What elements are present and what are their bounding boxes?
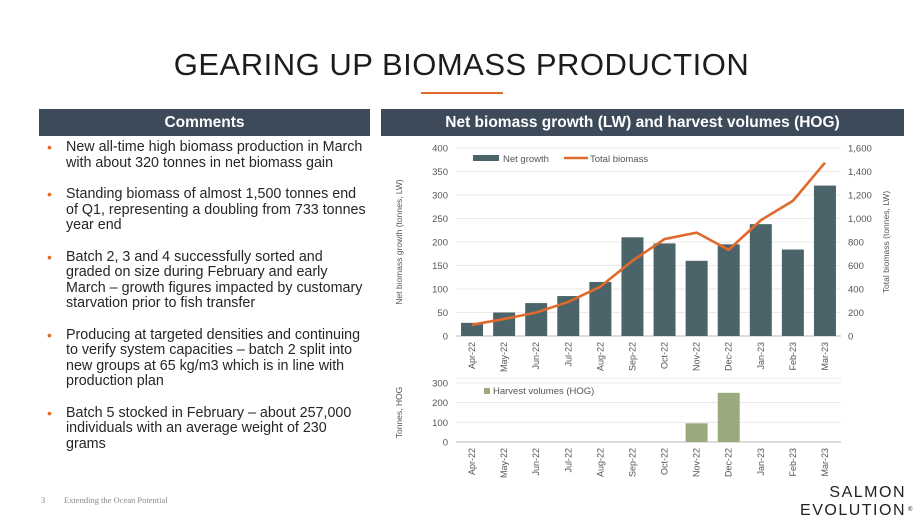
title-underline: [421, 92, 503, 94]
comment-item: • Producing at targeted densities and con…: [44, 326, 366, 390]
bullet-icon: •: [47, 404, 52, 421]
bar-net-growth: [653, 243, 676, 336]
legend-swatch-harvest: [484, 388, 490, 394]
x-tick-label: May-22: [499, 342, 509, 372]
x-tick-label: Mar-23: [820, 448, 830, 477]
y-tick-label: 250: [432, 214, 448, 225]
comment-item: • Batch 2, 3 and 4 successfully sorted an…: [44, 248, 366, 312]
y-tick-label: 100: [432, 418, 448, 429]
y2-tick-label: 600: [848, 261, 864, 272]
x-tick-label: May-22: [499, 448, 509, 478]
bullet-icon: •: [47, 139, 52, 155]
x-tick-label: Oct-22: [660, 448, 670, 475]
x-tick-label: Sep-22: [627, 448, 637, 477]
x-tick-label: Nov-22: [692, 448, 702, 477]
bar-net-growth: [717, 244, 740, 336]
bar-net-growth: [557, 296, 580, 336]
x-tick-label: Apr-22: [467, 448, 477, 475]
bullet-icon: •: [47, 248, 52, 265]
y2-tick-label: 1,600: [848, 144, 872, 155]
page-title: GEARING UP BIOMASS PRODUCTION: [173, 47, 750, 82]
comments-header: Comments: [39, 109, 370, 136]
bar-net-growth: [461, 322, 484, 336]
x-tick-label: Feb-23: [788, 342, 798, 371]
y2-tick-label: 1,000: [848, 214, 872, 225]
y2-tick-label: 0: [848, 332, 853, 343]
comment-item: • New all-time high biomass production in…: [44, 139, 366, 171]
x-tick-label: Jun-22: [531, 448, 541, 476]
y-tick-label: 0: [443, 332, 448, 343]
bar-net-growth: [621, 237, 644, 336]
bar-net-growth: [589, 281, 612, 336]
chart-header: Net biomass growth (LW) and harvest volu…: [381, 109, 904, 136]
bar-net-growth: [685, 260, 708, 336]
logo-line1: SALMON: [829, 484, 906, 501]
x-tick-label: Mar-23: [820, 342, 830, 371]
x-tick-label: Aug-22: [595, 448, 605, 477]
x-tick-label: Aug-22: [595, 342, 605, 371]
comment-item: • Batch 5 stocked in February – about 257…: [44, 404, 366, 453]
legend-label-harvest: Harvest volumes (HOG): [493, 386, 594, 397]
logo-line2: EVOLUTION: [800, 502, 906, 519]
y2-tick-label: 1,400: [848, 167, 872, 178]
biomass-charts: 0 50 100 150 200 250 300 350 400 0 200 400 600 800 1,0…: [394, 144, 891, 479]
bar-net-growth: [525, 303, 548, 336]
y-tick-label: 400: [432, 144, 448, 155]
x-tick-label: Sep-22: [627, 342, 637, 371]
bullet-icon: •: [47, 326, 52, 343]
y2-tick-label: 400: [848, 285, 864, 296]
x-tick-label: Jul-22: [563, 342, 573, 367]
x-tick-label: Dec-22: [724, 342, 734, 371]
comment-item: • Standing biomass of almost 1,500 tonnes…: [44, 186, 366, 234]
legend-label-net-growth: Net growth: [503, 154, 549, 165]
y2-axis-title: Total biomass (tonnes, LW): [881, 191, 891, 294]
x-tick-label: Apr-22: [467, 342, 477, 369]
y2-tick-label: 800: [848, 238, 864, 249]
y-axis-title: Tonnes, HOG: [394, 387, 404, 439]
bar-harvest: [685, 423, 708, 442]
comment-text: Producing at targeted densities and cont…: [66, 326, 361, 389]
bar-net-growth: [813, 185, 836, 336]
y-tick-label: 150: [432, 261, 448, 272]
comment-text: New all-time high biomass production in …: [66, 139, 363, 171]
footer-text: Extending the Ocean Potential: [64, 495, 168, 505]
logo-mark: ®: [908, 506, 913, 513]
comments-list: • New all-time high biomass production in…: [44, 139, 366, 468]
bar-net-growth: [781, 249, 804, 336]
x-tick-label: Jul-22: [563, 448, 573, 473]
footer-page-number: 3: [41, 495, 46, 505]
y-tick-label: 0: [443, 438, 448, 449]
y-tick-label: 200: [432, 238, 448, 249]
x-tick-label: Jan-23: [756, 448, 766, 476]
y-tick-label: 50: [437, 308, 448, 319]
x-tick-label: Dec-22: [724, 448, 734, 477]
line-total-biomass: [471, 161, 826, 327]
y2-tick-label: 200: [848, 308, 864, 319]
bar-net-growth: [749, 224, 772, 336]
x-tick-label: Jan-23: [756, 342, 766, 370]
y-tick-label: 300: [432, 191, 448, 202]
y-tick-label: 100: [432, 285, 448, 296]
legend-label-total-biomass: Total biomass: [590, 154, 648, 165]
x-tick-label: Feb-23: [788, 448, 798, 477]
y-axis-title: Net biomass growth (tonnes, LW): [394, 179, 404, 305]
y2-tick-label: 1,200: [848, 191, 872, 202]
comment-text: Batch 5 stocked in February – about 257,…: [66, 404, 352, 452]
x-tick-label: Nov-22: [692, 342, 702, 371]
bullet-icon: •: [47, 186, 52, 202]
legend-swatch-net-growth: [473, 155, 499, 161]
bar-net-growth: [493, 312, 516, 336]
x-tick-label: Jun-22: [531, 342, 541, 370]
comment-text: Standing biomass of almost 1,500 tonnes …: [66, 186, 366, 233]
x-tick-label: Oct-22: [660, 342, 670, 369]
y-tick-label: 350: [432, 167, 448, 178]
y-tick-label: 300: [432, 379, 448, 390]
salmon-evolution-logo: SALMON EVOLUTION ®: [800, 484, 913, 519]
comment-text: Batch 2, 3 and 4 successfully sorted and…: [66, 248, 363, 311]
y-tick-label: 200: [432, 398, 448, 409]
bar-harvest: [717, 392, 740, 442]
